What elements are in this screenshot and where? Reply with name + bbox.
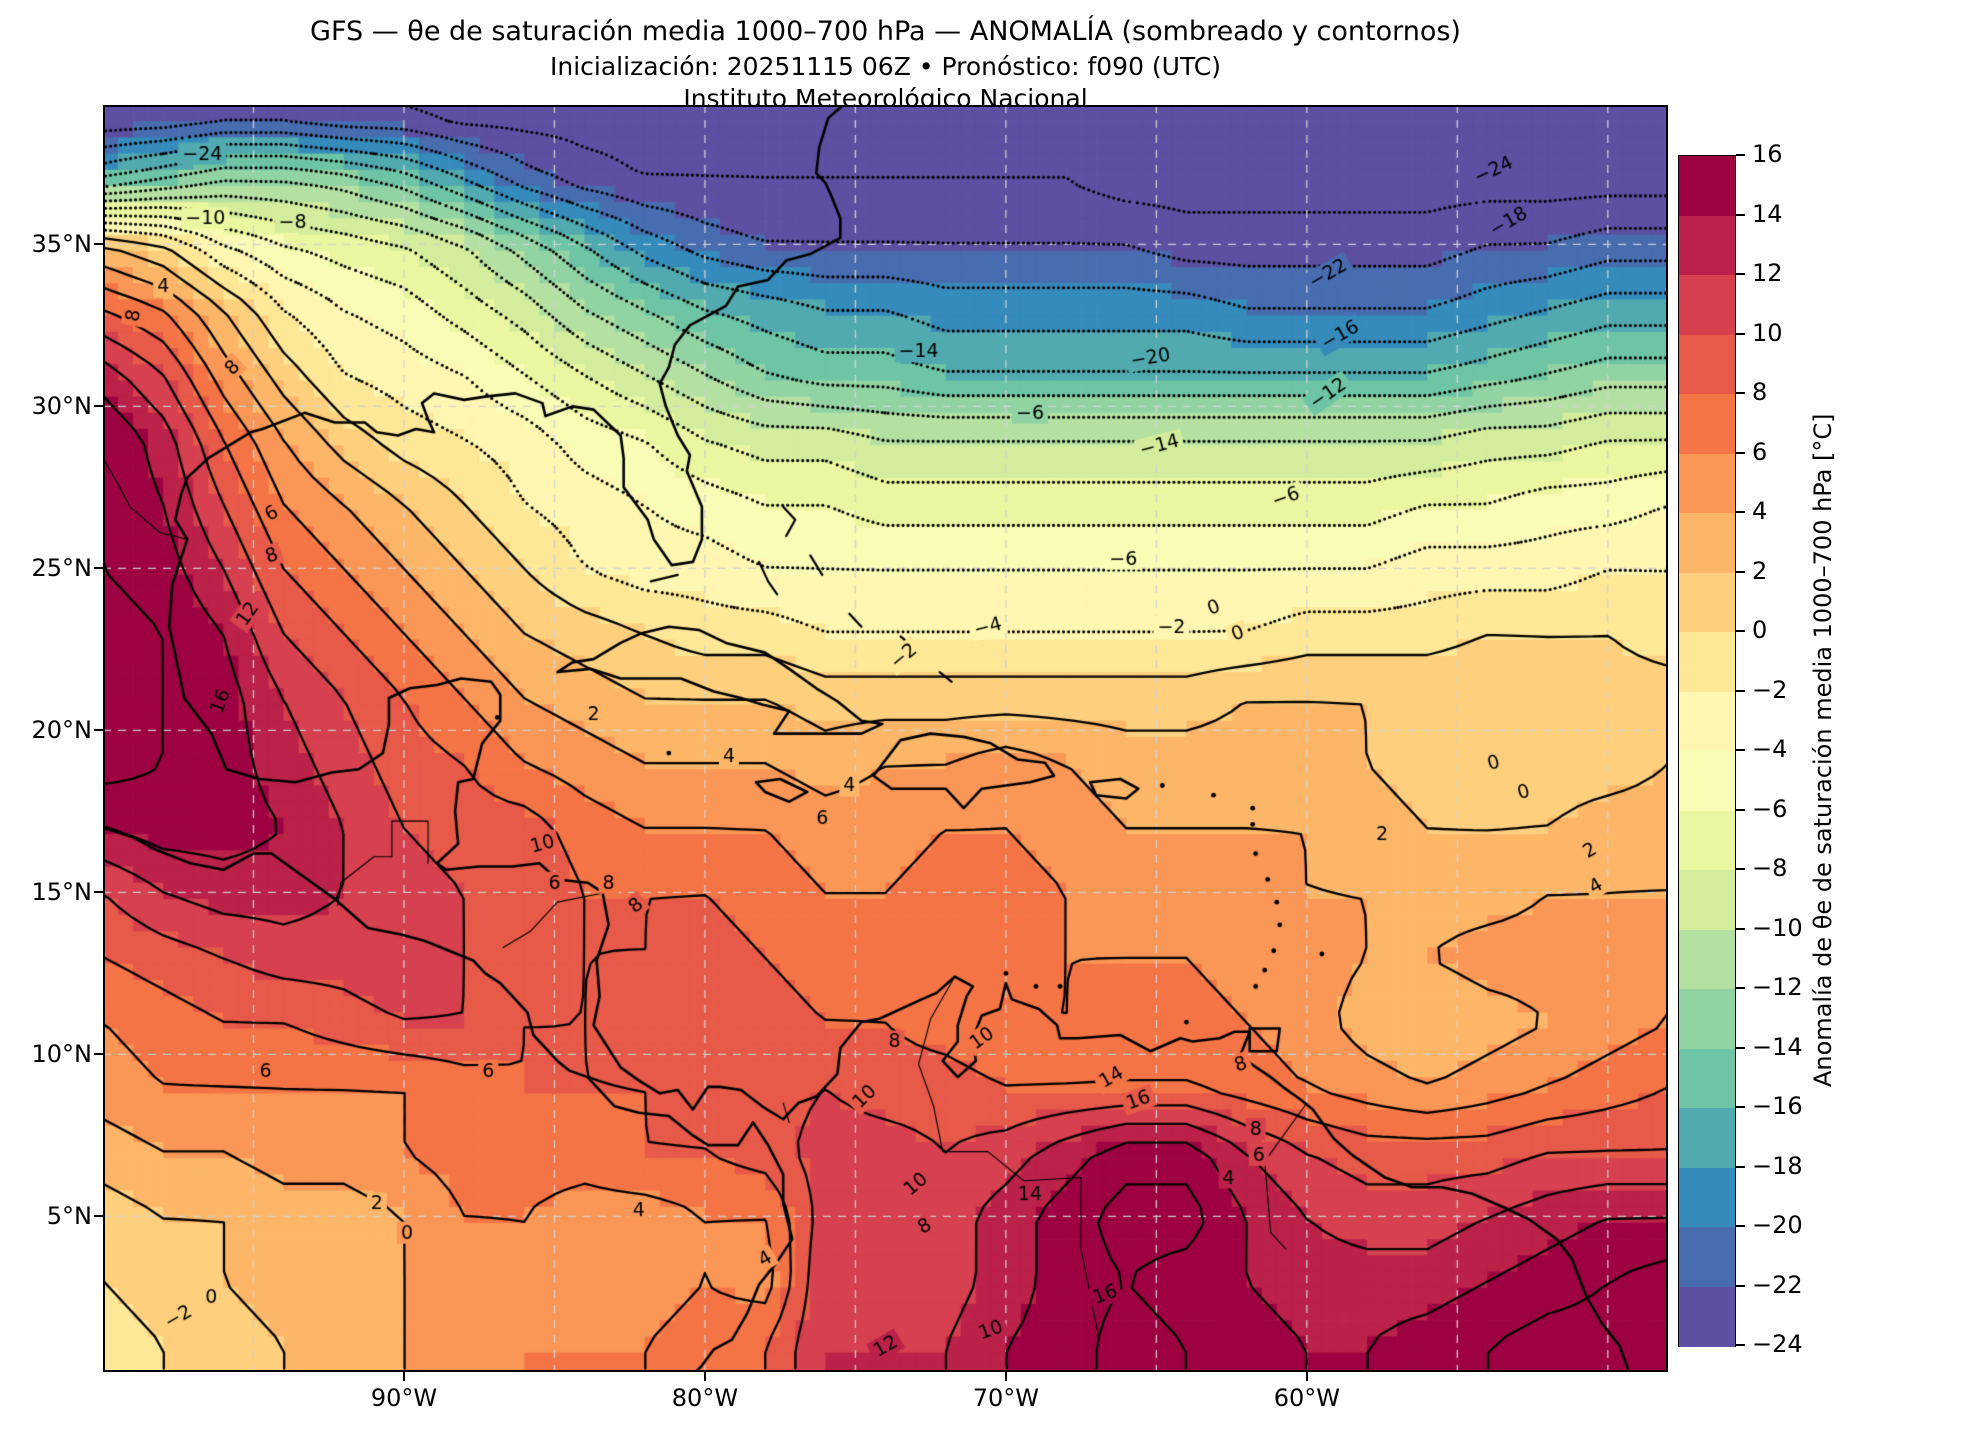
- colorbar-tick-mark: [1736, 808, 1745, 811]
- y-tick-label: 30°N: [31, 392, 93, 421]
- colorbar-cell: [1679, 1167, 1735, 1228]
- colorbar-cell: [1679, 275, 1735, 336]
- colorbar-tick-label: −2: [1752, 675, 1788, 704]
- y-tick-mark: [94, 1053, 103, 1056]
- colorbar-cell: [1679, 1286, 1735, 1347]
- colorbar-tick-label: −22: [1752, 1270, 1803, 1299]
- colorbar: [1678, 155, 1736, 1347]
- colorbar-tick-mark: [1736, 689, 1745, 692]
- colorbar-tick-mark: [1736, 332, 1745, 335]
- colorbar-cell: [1679, 215, 1735, 276]
- colorbar-cell: [1679, 394, 1735, 455]
- y-tick-mark: [94, 729, 103, 732]
- colorbar-tick-label: −8: [1752, 854, 1788, 882]
- colorbar-tick-mark: [1736, 927, 1745, 930]
- chart-subtitle: Inicialización: 20251115 06Z • Pronóstic…: [550, 52, 1221, 81]
- colorbar-tick-label: 10: [1752, 318, 1783, 347]
- colorbar-tick-label: −18: [1752, 1151, 1803, 1180]
- anomaly-map-canvas: [103, 105, 1668, 1372]
- colorbar-tick-mark: [1736, 1225, 1745, 1228]
- colorbar-tick-label: −20: [1752, 1211, 1803, 1239]
- colorbar-cell: [1679, 1227, 1735, 1288]
- colorbar-cell: [1679, 572, 1735, 633]
- colorbar-tick-label: −12: [1752, 973, 1803, 1001]
- colorbar-tick-mark: [1736, 1106, 1745, 1109]
- colorbar-cell: [1679, 870, 1735, 931]
- y-tick-label: 15°N: [31, 878, 93, 907]
- colorbar-tick-mark: [1736, 1284, 1745, 1287]
- x-tick-label: 80°W: [671, 1384, 739, 1412]
- colorbar-tick-label: −10: [1752, 913, 1803, 942]
- colorbar-cell: [1679, 632, 1735, 693]
- colorbar-tick-mark: [1736, 154, 1745, 157]
- colorbar-cell: [1679, 1108, 1735, 1169]
- colorbar-tick-label: 8: [1752, 378, 1768, 406]
- colorbar-tick-mark: [1736, 868, 1745, 871]
- x-tick-mark: [402, 1372, 405, 1381]
- colorbar-tick-label: 12: [1752, 259, 1783, 287]
- y-tick-label: 35°N: [31, 230, 93, 259]
- colorbar-tick-label: 4: [1752, 497, 1768, 525]
- y-tick-mark: [94, 567, 103, 570]
- colorbar-cell: [1679, 453, 1735, 514]
- colorbar-tick-mark: [1736, 1344, 1745, 1347]
- colorbar-tick-mark: [1736, 630, 1745, 633]
- colorbar-tick-mark: [1736, 511, 1745, 514]
- colorbar-tick-label: −4: [1752, 735, 1788, 763]
- colorbar-tick-mark: [1736, 213, 1745, 216]
- colorbar-tick-label: 6: [1752, 437, 1768, 466]
- colorbar-cell: [1679, 156, 1735, 217]
- colorbar-cell: [1679, 1048, 1735, 1109]
- y-tick-mark: [94, 243, 103, 246]
- colorbar-tick-label: 16: [1752, 140, 1783, 168]
- y-tick-mark: [94, 1215, 103, 1218]
- x-tick-mark: [1004, 1372, 1007, 1381]
- colorbar-cell: [1679, 810, 1735, 871]
- colorbar-tick-mark: [1736, 273, 1745, 276]
- x-tick-label: 70°W: [972, 1384, 1040, 1412]
- y-tick-label: 20°N: [31, 716, 93, 745]
- colorbar-tick-label: −6: [1752, 794, 1788, 823]
- y-tick-label: 5°N: [46, 1202, 92, 1231]
- colorbar-tick-mark: [1736, 1046, 1745, 1049]
- y-tick-mark: [94, 891, 103, 894]
- colorbar-tick-label: 0: [1752, 616, 1768, 644]
- y-tick-label: 10°N: [31, 1040, 93, 1069]
- colorbar-cell: [1679, 513, 1735, 574]
- colorbar-cell: [1679, 929, 1735, 990]
- colorbar-cell: [1679, 691, 1735, 752]
- colorbar-tick-label: 14: [1752, 199, 1783, 228]
- colorbar-tick-mark: [1736, 570, 1745, 573]
- chart-title: GFS — θe de saturación media 1000–700 hP…: [310, 16, 1461, 47]
- colorbar-cell: [1679, 751, 1735, 812]
- y-tick-label: 25°N: [31, 554, 93, 583]
- colorbar-tick-label: −16: [1752, 1092, 1803, 1120]
- x-tick-label: 90°W: [370, 1384, 438, 1412]
- colorbar-tick-label: −24: [1752, 1330, 1803, 1358]
- colorbar-title: Anomalía de θe de saturación media 1000–…: [1809, 413, 1837, 1087]
- x-tick-mark: [1305, 1372, 1308, 1381]
- colorbar-cell: [1679, 989, 1735, 1050]
- colorbar-tick-mark: [1736, 1165, 1745, 1168]
- colorbar-tick-mark: [1736, 392, 1745, 395]
- colorbar-tick-label: −14: [1752, 1032, 1803, 1061]
- x-tick-label: 60°W: [1273, 1384, 1340, 1412]
- y-tick-mark: [94, 405, 103, 408]
- colorbar-tick-mark: [1736, 451, 1745, 454]
- colorbar-tick-mark: [1736, 987, 1745, 990]
- colorbar-tick-mark: [1736, 749, 1745, 752]
- colorbar-tick-label: 2: [1752, 556, 1768, 585]
- colorbar-cell: [1679, 334, 1735, 395]
- x-tick-mark: [703, 1372, 706, 1381]
